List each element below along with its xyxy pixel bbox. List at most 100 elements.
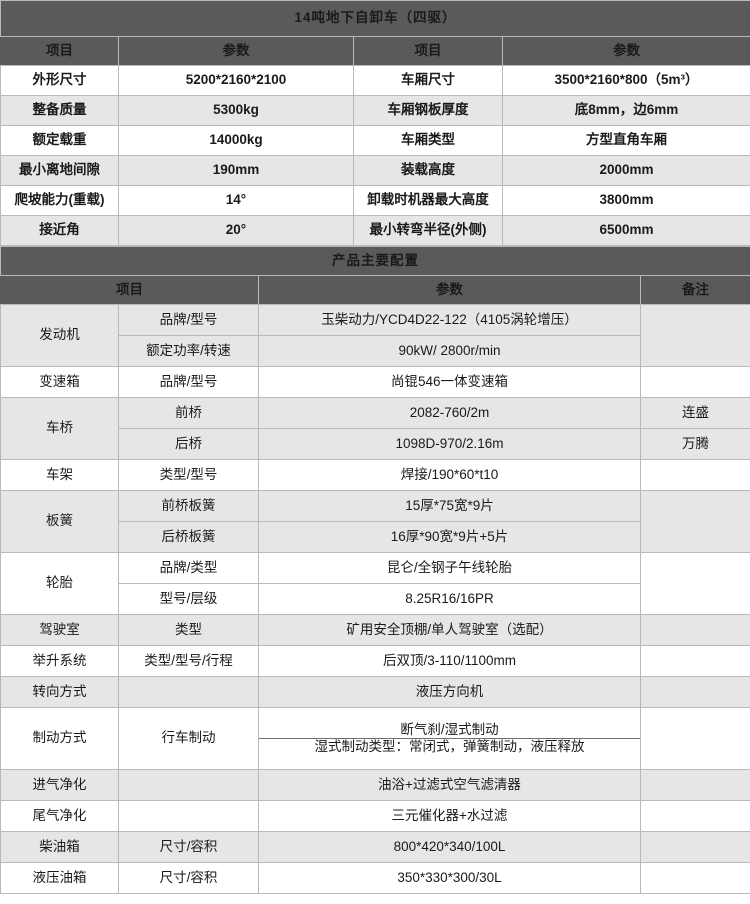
config-remark (640, 552, 750, 615)
config-item-label: 举升系统 (0, 645, 119, 677)
table-row: 后桥 1098D-970/2.16m 万腾 (1, 428, 750, 460)
spec-item-value: 14000kg (118, 125, 354, 156)
config-sub-label (118, 800, 259, 832)
spec-item-value: 3800mm (501, 185, 750, 216)
title-row: 14吨地下自卸车（四驱） (0, 0, 750, 37)
config-sub-label: 尺寸/容积 (118, 831, 259, 863)
config-item-label: 制动方式 (0, 707, 119, 770)
table-row: 板簧 前桥板簧 15厚*75宽*9片 (0, 490, 750, 553)
config-sub-label: 前桥板簧 (118, 490, 259, 522)
config-item-label: 板簧 (0, 490, 119, 553)
config-table: 产品主要配置 项目 参数 备注 发动机 品牌/型号 玉柴动力/YCD4D22-1… (0, 246, 750, 894)
config-sub-label: 品牌/型号 (118, 304, 259, 336)
config-remark (640, 707, 750, 770)
spec-header-item-right: 项目 (353, 36, 503, 66)
spec-item-label: 最小转弯半径(外侧) (353, 215, 503, 246)
config-remark (640, 459, 750, 491)
config-header-row: 项目 参数 备注 (0, 275, 750, 305)
spec-header-param-right: 参数 (501, 36, 750, 66)
spec-item-label: 车厢钢板厚度 (353, 95, 503, 126)
table-row: 额定功率/转速 90kW/ 2800r/min (1, 335, 750, 367)
config-remark (640, 831, 750, 863)
spec-header-row: 项目 参数 项目 参数 (0, 36, 750, 66)
config-value-stack: 断气刹/湿式制动 湿式制动类型：常闭式，弹簧制动，液压释放 (258, 707, 641, 770)
config-header-param: 参数 (258, 275, 641, 305)
table-row: 发动机 品牌/型号 玉柴动力/YCD4D22-122（4105涡轮增压） (0, 304, 750, 367)
table-row: 转向方式 液压方向机 (0, 676, 750, 708)
spec-header-item-left: 项目 (0, 36, 119, 66)
table-row: 外形尺寸 5200*2160*2100 车厢尺寸 3500*2160*800（5… (0, 65, 750, 96)
table-row: 车架 类型/型号 焊接/190*60*t10 (0, 459, 750, 491)
config-value: 焊接/190*60*t10 (258, 459, 641, 491)
config-header-item: 项目 (0, 275, 259, 305)
config-sub-label: 后桥 (118, 428, 259, 460)
table-row: 柴油箱 尺寸/容积 800*420*340/100L (0, 831, 750, 863)
table-row: 变速箱 品牌/型号 尚锟546一体变速箱 (0, 366, 750, 398)
config-item-label: 液压油箱 (0, 862, 119, 894)
config-sub-label: 品牌/类型 (118, 552, 259, 584)
config-header-remark: 备注 (640, 275, 750, 305)
config-remark (640, 676, 750, 708)
config-remark (640, 490, 750, 553)
config-remark (640, 800, 750, 832)
table-row: 进气净化 油浴+过滤式空气滤清器 (0, 769, 750, 801)
section-title: 产品主要配置 (0, 246, 750, 276)
config-sub-label: 前桥 (118, 397, 259, 429)
config-item-label: 驾驶室 (0, 614, 119, 646)
config-sub-label: 型号/层级 (118, 583, 259, 615)
table-row: 尾气净化 三元催化器+水过滤 (0, 800, 750, 832)
spec-item-value: 5300kg (118, 95, 354, 126)
config-value: 8.25R16/16PR (258, 583, 641, 615)
table-row: 接近角 20° 最小转弯半径(外侧) 6500mm (0, 215, 750, 246)
config-item-label: 车桥 (0, 397, 119, 460)
config-value: 1098D-970/2.16m (258, 428, 641, 460)
config-sub-label: 行车制动 (118, 707, 259, 770)
config-value: 15厚*75宽*9片 (258, 490, 641, 522)
config-item-label: 轮胎 (0, 552, 119, 615)
config-value: 矿用安全顶棚/单人驾驶室（选配） (258, 614, 641, 646)
table-row: 液压油箱 尺寸/容积 350*330*300/30L (0, 862, 750, 894)
config-value: 尚锟546一体变速箱 (258, 366, 641, 398)
table-row: 车桥 前桥 2082-760/2m 连盛 (0, 397, 750, 460)
spec-item-label: 整备质量 (0, 95, 119, 126)
config-remark: 连盛 (640, 397, 750, 429)
page-title: 14吨地下自卸车（四驱） (0, 0, 750, 37)
config-sub-label: 尺寸/容积 (118, 862, 259, 894)
config-item-label: 尾气净化 (0, 800, 119, 832)
config-sub-label: 类型 (118, 614, 259, 646)
config-remark: 万腾 (640, 428, 750, 460)
config-remark (640, 769, 750, 801)
config-remark (640, 304, 750, 367)
config-sub-label: 类型/型号 (118, 459, 259, 491)
spec-item-label: 车厢尺寸 (353, 65, 503, 96)
spec-item-label: 额定载重 (0, 125, 119, 156)
config-sub-label: 后桥板簧 (118, 521, 259, 553)
config-remark (640, 645, 750, 677)
table-row: 爬坡能力(重载) 14° 卸载时机器最大高度 3800mm (0, 185, 750, 216)
config-item-label: 转向方式 (0, 676, 119, 708)
spec-item-label: 接近角 (0, 215, 119, 246)
config-remark (640, 862, 750, 894)
config-item-label: 车架 (0, 459, 119, 491)
table-row: 驾驶室 类型 矿用安全顶棚/单人驾驶室（选配） (0, 614, 750, 646)
spec-item-value: 14° (118, 185, 354, 216)
config-item-label: 变速箱 (0, 366, 119, 398)
config-remark (640, 614, 750, 646)
config-value: 2082-760/2m (258, 397, 641, 429)
table-row: 制动方式 行车制动 断气刹/湿式制动 湿式制动类型：常闭式，弹簧制动，液压释放 (0, 707, 750, 770)
spec-item-label: 车厢类型 (353, 125, 503, 156)
config-value: 350*330*300/30L (258, 862, 641, 894)
config-sub-label: 额定功率/转速 (118, 335, 259, 367)
config-value: 800*420*340/100L (258, 831, 641, 863)
table-row: 后桥板簧 16厚*90宽*9片+5片 (1, 521, 750, 553)
config-value: 油浴+过滤式空气滤清器 (258, 769, 641, 801)
spec-item-value: 6500mm (501, 215, 750, 246)
config-sub-label (118, 676, 259, 708)
config-value: 三元催化器+水过滤 (258, 800, 641, 832)
config-value: 断气刹/湿式制动 (400, 721, 499, 737)
config-value: 后双顶/3-110/1100mm (258, 645, 641, 677)
config-remark (640, 366, 750, 398)
spec-header-param-left: 参数 (118, 36, 354, 66)
spec-item-label: 卸载时机器最大高度 (353, 185, 503, 216)
